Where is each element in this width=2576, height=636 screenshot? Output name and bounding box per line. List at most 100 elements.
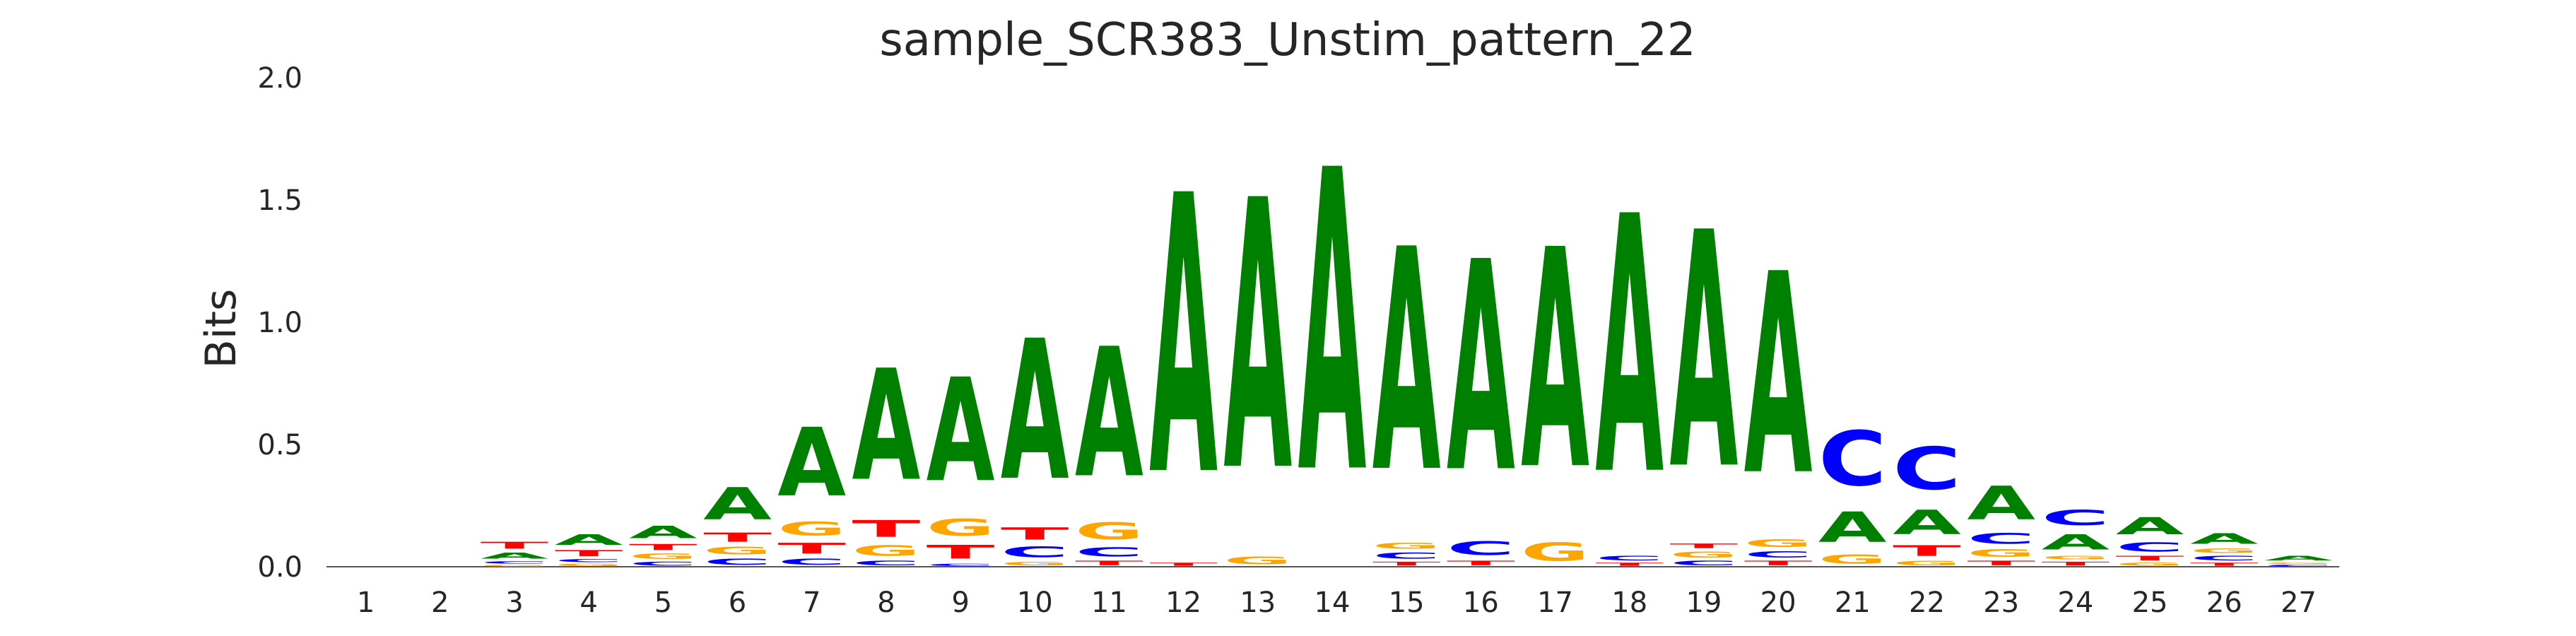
logo-letter-C: C bbox=[2041, 505, 2110, 530]
x-tick-label: 15 bbox=[1389, 587, 1425, 619]
logo-letter-A: A bbox=[927, 349, 995, 514]
logo-letter-T: T bbox=[1149, 562, 1218, 567]
y-axis: 0.0 0.5 1.0 1.5 2.0 bbox=[257, 62, 302, 584]
logo-letter-A: A bbox=[852, 337, 921, 515]
logo-letter-C: C bbox=[2190, 555, 2259, 562]
logo-letter-C: C bbox=[852, 560, 921, 567]
x-tick-label: 22 bbox=[1909, 587, 1945, 619]
x-tick-label: 1 bbox=[357, 587, 375, 619]
logo-letter-G: G bbox=[1967, 547, 2035, 559]
x-tick-label: 21 bbox=[1835, 587, 1871, 619]
logo-letter-G: G bbox=[2190, 547, 2259, 554]
logo-letter-G: G bbox=[1670, 550, 1739, 560]
x-tick-label: 4 bbox=[580, 587, 597, 619]
logo-letter-G: G bbox=[2264, 562, 2333, 564]
logo-letter-T: T bbox=[927, 541, 995, 563]
logo-letter-C: C bbox=[1447, 538, 1515, 560]
x-tick-label: 16 bbox=[1463, 587, 1499, 619]
y-axis-label: Bits bbox=[196, 289, 246, 369]
logo-letter-C: C bbox=[1670, 560, 1739, 567]
logo-letter-A: A bbox=[2264, 555, 2333, 562]
logo-letter-A: A bbox=[1670, 165, 1739, 541]
logo-letter-G: G bbox=[481, 565, 549, 567]
logo-letter-T: T bbox=[1967, 560, 2035, 567]
logo-letter-T: T bbox=[2190, 562, 2259, 567]
logo-letter-T: T bbox=[1075, 560, 1143, 567]
logo-letter-C: C bbox=[1967, 530, 2035, 547]
logo-letter-G: G bbox=[2041, 555, 2110, 561]
y-tick-label: 0.0 bbox=[257, 551, 302, 584]
logo-letter-A: A bbox=[1298, 83, 1368, 565]
logo-letter-G: G bbox=[1521, 537, 1589, 567]
y-tick-label: 1.5 bbox=[257, 184, 302, 217]
x-tick-label: 9 bbox=[951, 587, 969, 619]
y-tick-label: 1.0 bbox=[257, 307, 302, 339]
logo-letter-C: C bbox=[2264, 565, 2333, 567]
logo-letter-G: G bbox=[1075, 518, 1143, 545]
logo-letter-T: T bbox=[703, 530, 772, 545]
logo-stacks: GCATGCTACGTACGTACTGACGTACTGAGCTATCGATAGA… bbox=[481, 83, 2334, 567]
logo-letter-T: T bbox=[777, 540, 846, 557]
logo-letter-T: T bbox=[629, 542, 698, 552]
logo-letter-C: C bbox=[1595, 555, 1664, 562]
logo-letter-A: A bbox=[1521, 187, 1590, 537]
y-tick-label: 0.5 bbox=[257, 429, 302, 461]
logo-letter-C: C bbox=[555, 558, 623, 563]
x-tick-label: 12 bbox=[1165, 587, 1201, 619]
logo-letter-A: A bbox=[2190, 530, 2259, 547]
logo-letter-A: A bbox=[1001, 299, 1069, 523]
logo-letter-C: C bbox=[703, 557, 772, 567]
logo-letter-T: T bbox=[555, 548, 623, 558]
x-tick-label: 23 bbox=[1983, 587, 2019, 619]
y-tick-label: 2.0 bbox=[257, 62, 302, 95]
x-tick-label: 25 bbox=[2132, 587, 2168, 619]
x-axis: 1 2 3 4 5 6 7 8 9 10 11 12 13 14 15 16 17 18 19 20 21 22 23 24 2… bbox=[357, 587, 2317, 619]
logo-letter-A: A bbox=[1595, 142, 1664, 553]
x-tick-label: 7 bbox=[803, 587, 821, 619]
x-tick-label: 5 bbox=[654, 587, 672, 619]
logo-letter-T: T bbox=[1670, 542, 1739, 549]
logo-letter-A: A bbox=[777, 408, 846, 518]
x-tick-label: 26 bbox=[2206, 587, 2242, 619]
logo-letter-A: A bbox=[555, 531, 623, 548]
logo-letter-A: A bbox=[481, 551, 549, 561]
logo-letter-G: G bbox=[629, 552, 698, 560]
x-tick-label: 10 bbox=[1017, 587, 1053, 619]
logo-letter-G: G bbox=[777, 518, 846, 540]
logo-letter-C: C bbox=[777, 557, 846, 567]
x-tick-label: 11 bbox=[1091, 587, 1127, 619]
logo-letter-C: C bbox=[927, 563, 995, 567]
logo-letter-C: C bbox=[481, 560, 549, 564]
x-tick-label: 18 bbox=[1611, 587, 1647, 619]
x-tick-label: 14 bbox=[1315, 587, 1351, 619]
logo-letter-A: A bbox=[703, 479, 772, 530]
x-tick-label: 27 bbox=[2281, 587, 2317, 619]
logo-letter-C: C bbox=[1818, 416, 1887, 503]
logo-letter-C: C bbox=[1075, 545, 1143, 560]
logo-letter-T: T bbox=[2116, 555, 2184, 562]
x-tick-label: 19 bbox=[1686, 587, 1722, 619]
logo-letter-T: T bbox=[1447, 560, 1515, 567]
logo-letter-G: G bbox=[1223, 555, 1292, 567]
logo-letter-T: T bbox=[2041, 560, 2110, 567]
x-tick-label: 2 bbox=[431, 587, 449, 619]
logo-letter-A: A bbox=[2041, 531, 2110, 555]
logo-letter-G: G bbox=[1893, 560, 1961, 567]
logo-letter-G: G bbox=[555, 563, 623, 567]
x-tick-label: 24 bbox=[2057, 587, 2093, 619]
logo-letter-C: C bbox=[1893, 435, 1961, 502]
logo-letter-A: A bbox=[1818, 504, 1887, 553]
logo-letter-A: A bbox=[1223, 123, 1293, 553]
logo-letter-G: G bbox=[1372, 541, 1441, 551]
logo-letter-C: C bbox=[1744, 550, 1813, 560]
x-tick-label: 17 bbox=[1537, 587, 1573, 619]
logo-letter-A: A bbox=[1744, 216, 1813, 537]
logo-letter-T: T bbox=[1372, 560, 1441, 567]
logo-letter-C: C bbox=[1001, 543, 1069, 560]
logo-letter-T: T bbox=[481, 540, 549, 551]
logo-letter-A: A bbox=[1372, 184, 1442, 540]
logo-letter-C: C bbox=[629, 560, 698, 567]
x-tick-label: 13 bbox=[1240, 587, 1276, 619]
chart-title: sample_SCR383_Unstim_pattern_22 bbox=[879, 14, 1695, 66]
